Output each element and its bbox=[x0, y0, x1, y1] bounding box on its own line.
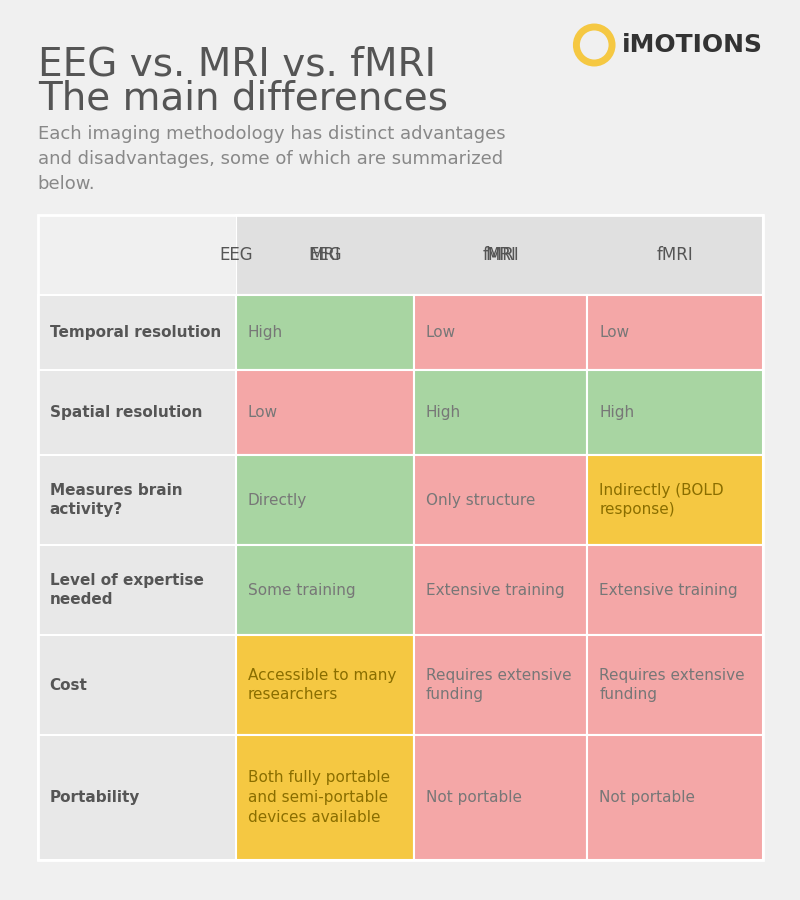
Text: Requires extensive
funding: Requires extensive funding bbox=[599, 668, 745, 702]
Text: The main differences: The main differences bbox=[38, 80, 448, 118]
FancyBboxPatch shape bbox=[414, 455, 587, 545]
FancyBboxPatch shape bbox=[414, 370, 587, 455]
FancyBboxPatch shape bbox=[38, 735, 236, 860]
Text: Accessible to many
researchers: Accessible to many researchers bbox=[247, 668, 396, 702]
Text: High: High bbox=[599, 405, 634, 420]
Text: Not portable: Not portable bbox=[426, 790, 522, 805]
FancyBboxPatch shape bbox=[38, 295, 236, 370]
FancyBboxPatch shape bbox=[414, 735, 587, 860]
FancyBboxPatch shape bbox=[236, 295, 414, 370]
FancyBboxPatch shape bbox=[38, 215, 236, 295]
Text: MRI: MRI bbox=[310, 246, 340, 264]
Text: Extensive training: Extensive training bbox=[426, 582, 565, 598]
FancyBboxPatch shape bbox=[587, 370, 762, 455]
Text: Both fully portable
and semi-portable
devices available: Both fully portable and semi-portable de… bbox=[247, 770, 390, 824]
Text: Measures brain
activity?: Measures brain activity? bbox=[50, 482, 182, 518]
Text: iMOTIONS: iMOTIONS bbox=[622, 33, 763, 57]
FancyBboxPatch shape bbox=[38, 455, 236, 545]
FancyBboxPatch shape bbox=[587, 735, 762, 860]
Text: High: High bbox=[426, 405, 461, 420]
FancyBboxPatch shape bbox=[236, 635, 414, 735]
FancyBboxPatch shape bbox=[236, 215, 762, 295]
Text: Only structure: Only structure bbox=[426, 492, 535, 508]
FancyBboxPatch shape bbox=[414, 635, 587, 735]
FancyBboxPatch shape bbox=[236, 370, 414, 455]
Text: Some training: Some training bbox=[247, 582, 355, 598]
FancyBboxPatch shape bbox=[587, 635, 762, 735]
FancyBboxPatch shape bbox=[38, 635, 236, 735]
Text: Requires extensive
funding: Requires extensive funding bbox=[426, 668, 571, 702]
Text: Low: Low bbox=[599, 325, 630, 340]
Text: Cost: Cost bbox=[50, 678, 87, 692]
FancyBboxPatch shape bbox=[236, 735, 414, 860]
Text: EEG vs. MRI vs. fMRI: EEG vs. MRI vs. fMRI bbox=[38, 45, 436, 83]
Text: Each imaging methodology has distinct advantages
and disadvantages, some of whic: Each imaging methodology has distinct ad… bbox=[38, 125, 506, 193]
FancyBboxPatch shape bbox=[236, 545, 414, 635]
FancyBboxPatch shape bbox=[38, 545, 236, 635]
Text: EEG: EEG bbox=[308, 246, 342, 264]
Text: Not portable: Not portable bbox=[599, 790, 695, 805]
Text: fMRI: fMRI bbox=[657, 246, 694, 264]
FancyBboxPatch shape bbox=[587, 295, 762, 370]
Text: Directly: Directly bbox=[247, 492, 307, 508]
Text: Portability: Portability bbox=[50, 790, 140, 805]
FancyBboxPatch shape bbox=[38, 370, 236, 455]
Text: Level of expertise
needed: Level of expertise needed bbox=[50, 572, 203, 608]
FancyBboxPatch shape bbox=[587, 545, 762, 635]
FancyBboxPatch shape bbox=[236, 455, 414, 545]
Text: MRI: MRI bbox=[485, 246, 516, 264]
Text: Indirectly (BOLD
response): Indirectly (BOLD response) bbox=[599, 482, 724, 518]
Text: Low: Low bbox=[247, 405, 278, 420]
Text: Low: Low bbox=[426, 325, 456, 340]
FancyBboxPatch shape bbox=[414, 295, 587, 370]
Text: Spatial resolution: Spatial resolution bbox=[50, 405, 202, 420]
Text: EEG: EEG bbox=[219, 246, 253, 264]
Text: Extensive training: Extensive training bbox=[599, 582, 738, 598]
Text: High: High bbox=[247, 325, 282, 340]
FancyBboxPatch shape bbox=[587, 455, 762, 545]
Text: fMRI: fMRI bbox=[482, 246, 519, 264]
Text: Temporal resolution: Temporal resolution bbox=[50, 325, 221, 340]
FancyBboxPatch shape bbox=[414, 545, 587, 635]
